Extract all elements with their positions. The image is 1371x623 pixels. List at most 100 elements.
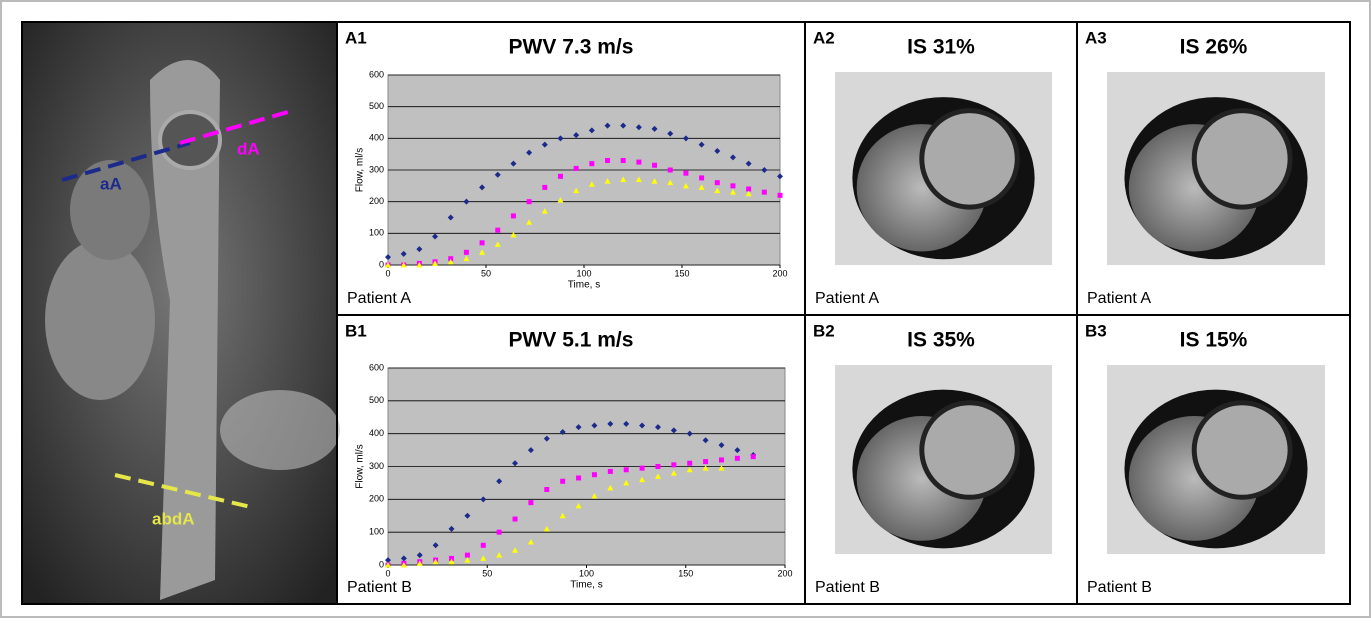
- panel-title: IS 15%: [1180, 329, 1248, 352]
- data-point: [671, 462, 677, 468]
- y-tick-label: 100: [369, 527, 384, 537]
- data-point: [416, 560, 423, 566]
- data-point: [620, 176, 627, 182]
- data-point: [682, 182, 689, 189]
- data-point: [496, 529, 502, 535]
- data-point: [683, 170, 689, 176]
- data-point: [588, 181, 595, 187]
- panel-title: IS 35%: [907, 329, 975, 352]
- data-point: [496, 552, 503, 558]
- data-point: [448, 525, 455, 532]
- data-point: [416, 262, 423, 268]
- mri-image: [22, 22, 340, 604]
- patient-label: Patient A: [347, 290, 411, 307]
- data-point: [718, 457, 724, 463]
- data-point: [541, 141, 548, 148]
- data-point: [512, 516, 518, 522]
- chart-title: PWV 7.3 m/s: [509, 36, 634, 59]
- data-point: [698, 184, 705, 190]
- data-point: [604, 122, 611, 129]
- patient-label: Patient B: [815, 579, 880, 596]
- data-point: [449, 555, 455, 561]
- data-point: [573, 165, 579, 171]
- data-point: [620, 122, 627, 129]
- data-point: [496, 478, 503, 485]
- data-point: [463, 249, 469, 255]
- y-axis-label: Flow, ml/s: [355, 444, 366, 488]
- data-point: [639, 465, 645, 471]
- data-point: [560, 478, 566, 484]
- x-tick-label: 0: [385, 268, 390, 278]
- data-point: [385, 254, 391, 261]
- y-tick-label: 200: [369, 196, 384, 206]
- panel-label: A1: [345, 28, 367, 47]
- data-point: [385, 262, 391, 268]
- data-point: [635, 124, 642, 131]
- data-point: [447, 258, 454, 265]
- data-point: [714, 148, 721, 154]
- data-point: [510, 231, 517, 238]
- data-point: [607, 420, 614, 427]
- data-point: [687, 460, 693, 466]
- data-point: [510, 160, 517, 167]
- x-tick-label: 150: [674, 268, 689, 278]
- data-point: [607, 484, 614, 491]
- data-point: [494, 171, 501, 178]
- data-point: [635, 176, 642, 182]
- patient-label: Patient A: [815, 290, 879, 307]
- data-point: [605, 158, 611, 163]
- data-point: [623, 467, 629, 473]
- data-point: [750, 454, 756, 460]
- x-axis-label: Time, s: [570, 580, 602, 591]
- data-point: [527, 539, 534, 545]
- data-point: [591, 493, 598, 499]
- panel-label: A2: [813, 28, 835, 47]
- data-point: [734, 455, 740, 461]
- data-point: [416, 552, 423, 559]
- data-point: [432, 233, 439, 240]
- patient-label: Patient B: [347, 579, 412, 596]
- data-point: [652, 162, 658, 168]
- panel-title: IS 26%: [1180, 36, 1248, 59]
- data-point: [385, 562, 391, 568]
- data-point: [745, 190, 752, 197]
- data-point: [591, 422, 598, 429]
- data-point: [573, 132, 580, 139]
- data-point: [480, 542, 486, 548]
- data-point: [447, 214, 454, 221]
- data-point: [745, 160, 752, 167]
- y-tick-label: 600: [369, 362, 384, 372]
- data-point: [729, 154, 736, 161]
- data-point: [543, 525, 550, 532]
- data-point: [512, 460, 519, 467]
- data-point: [654, 473, 661, 479]
- data-point: [702, 465, 709, 471]
- data-point: [620, 158, 626, 163]
- data-point: [589, 161, 595, 167]
- data-point: [542, 184, 548, 190]
- data-point: [746, 186, 752, 192]
- y-tick-label: 0: [379, 559, 384, 569]
- data-point: [494, 241, 501, 247]
- x-tick-label: 100: [579, 568, 594, 578]
- data-point: [400, 555, 407, 562]
- x-tick-label: 100: [576, 268, 591, 278]
- data-point: [667, 130, 674, 137]
- data-point: [526, 219, 533, 225]
- data-point: [448, 558, 455, 565]
- data-point: [698, 141, 705, 148]
- data-point: [527, 447, 534, 454]
- data-point: [667, 179, 674, 186]
- data-point: [480, 496, 487, 503]
- panel-label: B2: [813, 321, 835, 340]
- data-point: [607, 468, 613, 474]
- data-point: [777, 173, 783, 180]
- y-tick-label: 600: [369, 69, 384, 79]
- data-point: [510, 213, 516, 219]
- data-point: [575, 502, 582, 509]
- data-point: [543, 435, 550, 442]
- data-point: [385, 557, 391, 564]
- data-point: [526, 199, 532, 205]
- data-point: [559, 429, 566, 436]
